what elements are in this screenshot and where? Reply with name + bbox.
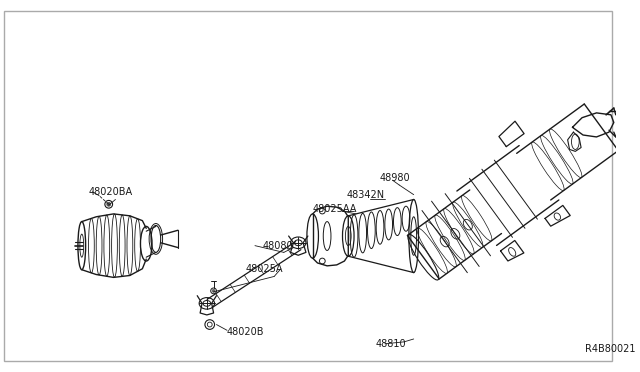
Text: 48080: 48080 bbox=[262, 241, 293, 251]
Text: 48020B: 48020B bbox=[227, 327, 264, 337]
Text: 48025A: 48025A bbox=[245, 264, 283, 274]
Text: 48020BA: 48020BA bbox=[88, 187, 132, 197]
Text: 48980: 48980 bbox=[380, 173, 411, 183]
Circle shape bbox=[107, 202, 111, 206]
Text: 48025AA: 48025AA bbox=[313, 204, 357, 214]
Text: 48810: 48810 bbox=[375, 339, 406, 349]
Text: 48342N: 48342N bbox=[346, 190, 385, 200]
Text: R4B80021: R4B80021 bbox=[585, 344, 636, 354]
Circle shape bbox=[212, 289, 215, 292]
